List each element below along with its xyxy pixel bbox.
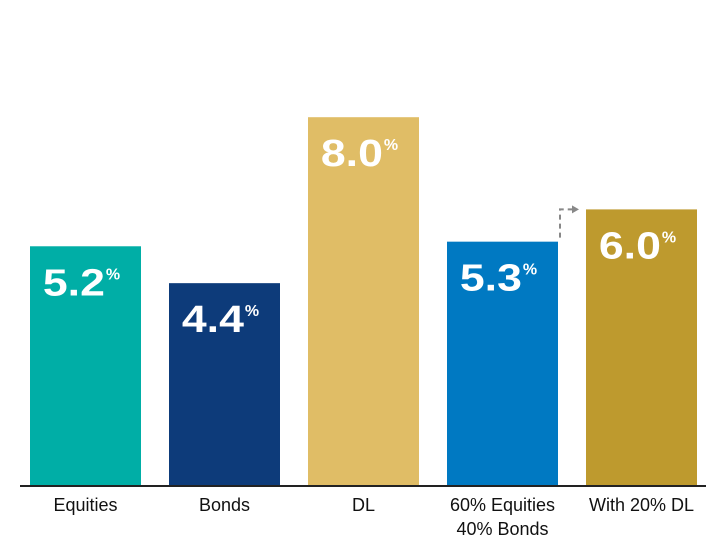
bar-dl <box>308 117 419 486</box>
value-label-60-equities-40-bonds: 5.3% <box>460 258 537 300</box>
value-label-bonds: 4.4% <box>182 299 259 341</box>
category-label-bonds: Bonds <box>199 495 250 515</box>
bar-equities <box>30 246 141 486</box>
bars-group <box>30 117 697 486</box>
category-label-dl: DL <box>352 495 375 515</box>
category-label-60-equities-40-bonds: 60% Equities 40% Bonds <box>450 495 555 539</box>
value-label-with-20-dl: 6.0% <box>599 225 676 267</box>
bar-bonds <box>169 283 280 486</box>
value-label-equities: 5.2% <box>43 262 120 304</box>
category-labels-group: Equities Bonds DL 60% Equities 40% Bonds With… <box>53 495 694 539</box>
value-label-dl: 8.0% <box>321 133 398 175</box>
category-label-with-20-dl: With 20% DL <box>589 495 694 515</box>
value-labels-group: 5.2% 4.4% 8.0% 5.3% 6.0% <box>43 133 676 341</box>
bar-with-20-dl <box>586 209 697 486</box>
increase-arrow-icon <box>559 205 579 238</box>
category-label-equities: Equities <box>53 495 117 515</box>
bar-60-equities-40-bonds <box>447 241 558 486</box>
arrow-head <box>572 205 579 214</box>
arrow-dashed-line <box>559 208 572 238</box>
